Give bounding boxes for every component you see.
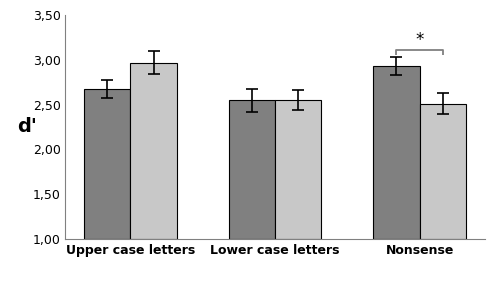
Bar [84,88,130,239]
Bar [374,66,420,239]
Bar [420,104,466,239]
Text: *: * [416,31,424,49]
Y-axis label: d': d' [18,118,38,136]
Bar [228,100,275,239]
Legend: Left Hand, Right Hand: Left Hand, Right Hand [170,303,380,306]
Bar [275,100,322,239]
Bar [130,63,176,239]
